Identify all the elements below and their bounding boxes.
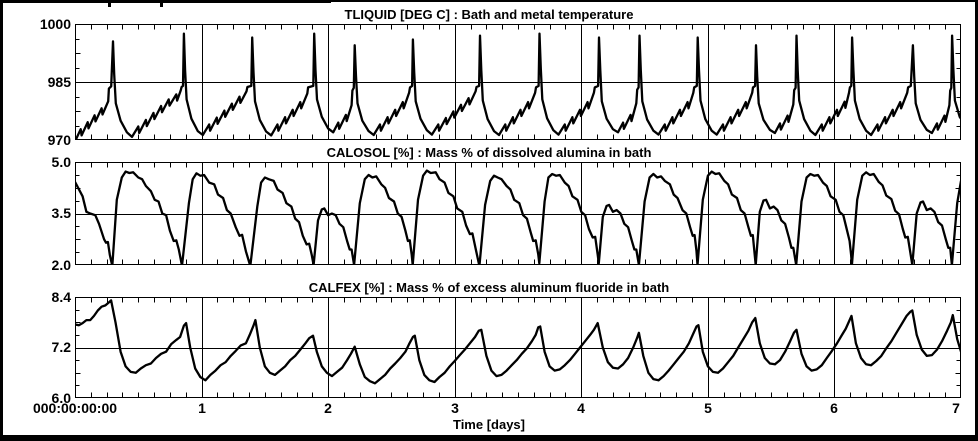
calosol-ytick-max: 5.0: [51, 154, 71, 170]
calosol-ytick-min: 2.0: [51, 257, 71, 273]
xtick-7: 7: [952, 400, 960, 416]
calfex-ytick-min: 6.0: [51, 390, 71, 406]
xtick-4: 4: [577, 400, 585, 416]
calfex-ytick-max: 8.4: [51, 289, 71, 305]
xtick-origin: 000:00:00:00: [32, 400, 118, 416]
tliquid-title: TLIQUID [DEG C] : Bath and metal tempera…: [344, 7, 634, 22]
tliquid-ytick-min: 970: [47, 132, 71, 148]
xaxis-title: Time [days]: [452, 417, 525, 432]
calosol-title: CALOSOL [%] : Mass % of dissolved alumin…: [326, 145, 652, 160]
calfex-plot: [75, 297, 961, 398]
calosol-ytick-mid: 3.5: [51, 205, 71, 221]
calfex-title: CALFEX [%] : Mass % of excess aluminum f…: [308, 280, 670, 295]
xtick-3: 3: [451, 400, 459, 416]
cropped-axis-tick: [108, 2, 111, 7]
xtick-6: 6: [830, 400, 838, 416]
xtick-2: 2: [324, 400, 332, 416]
tliquid-ytick-mid: 985: [47, 74, 71, 90]
cropped-axis-tick: [160, 2, 163, 7]
calfex-ytick-mid: 7.2: [51, 339, 71, 355]
xtick-1: 1: [198, 400, 206, 416]
tliquid-plot: [75, 24, 961, 140]
tliquid-ytick-max: 1000: [39, 16, 71, 32]
cropped-axis-artifact: [3, 2, 331, 3]
xtick-5: 5: [704, 400, 712, 416]
calosol-plot: [75, 162, 961, 265]
